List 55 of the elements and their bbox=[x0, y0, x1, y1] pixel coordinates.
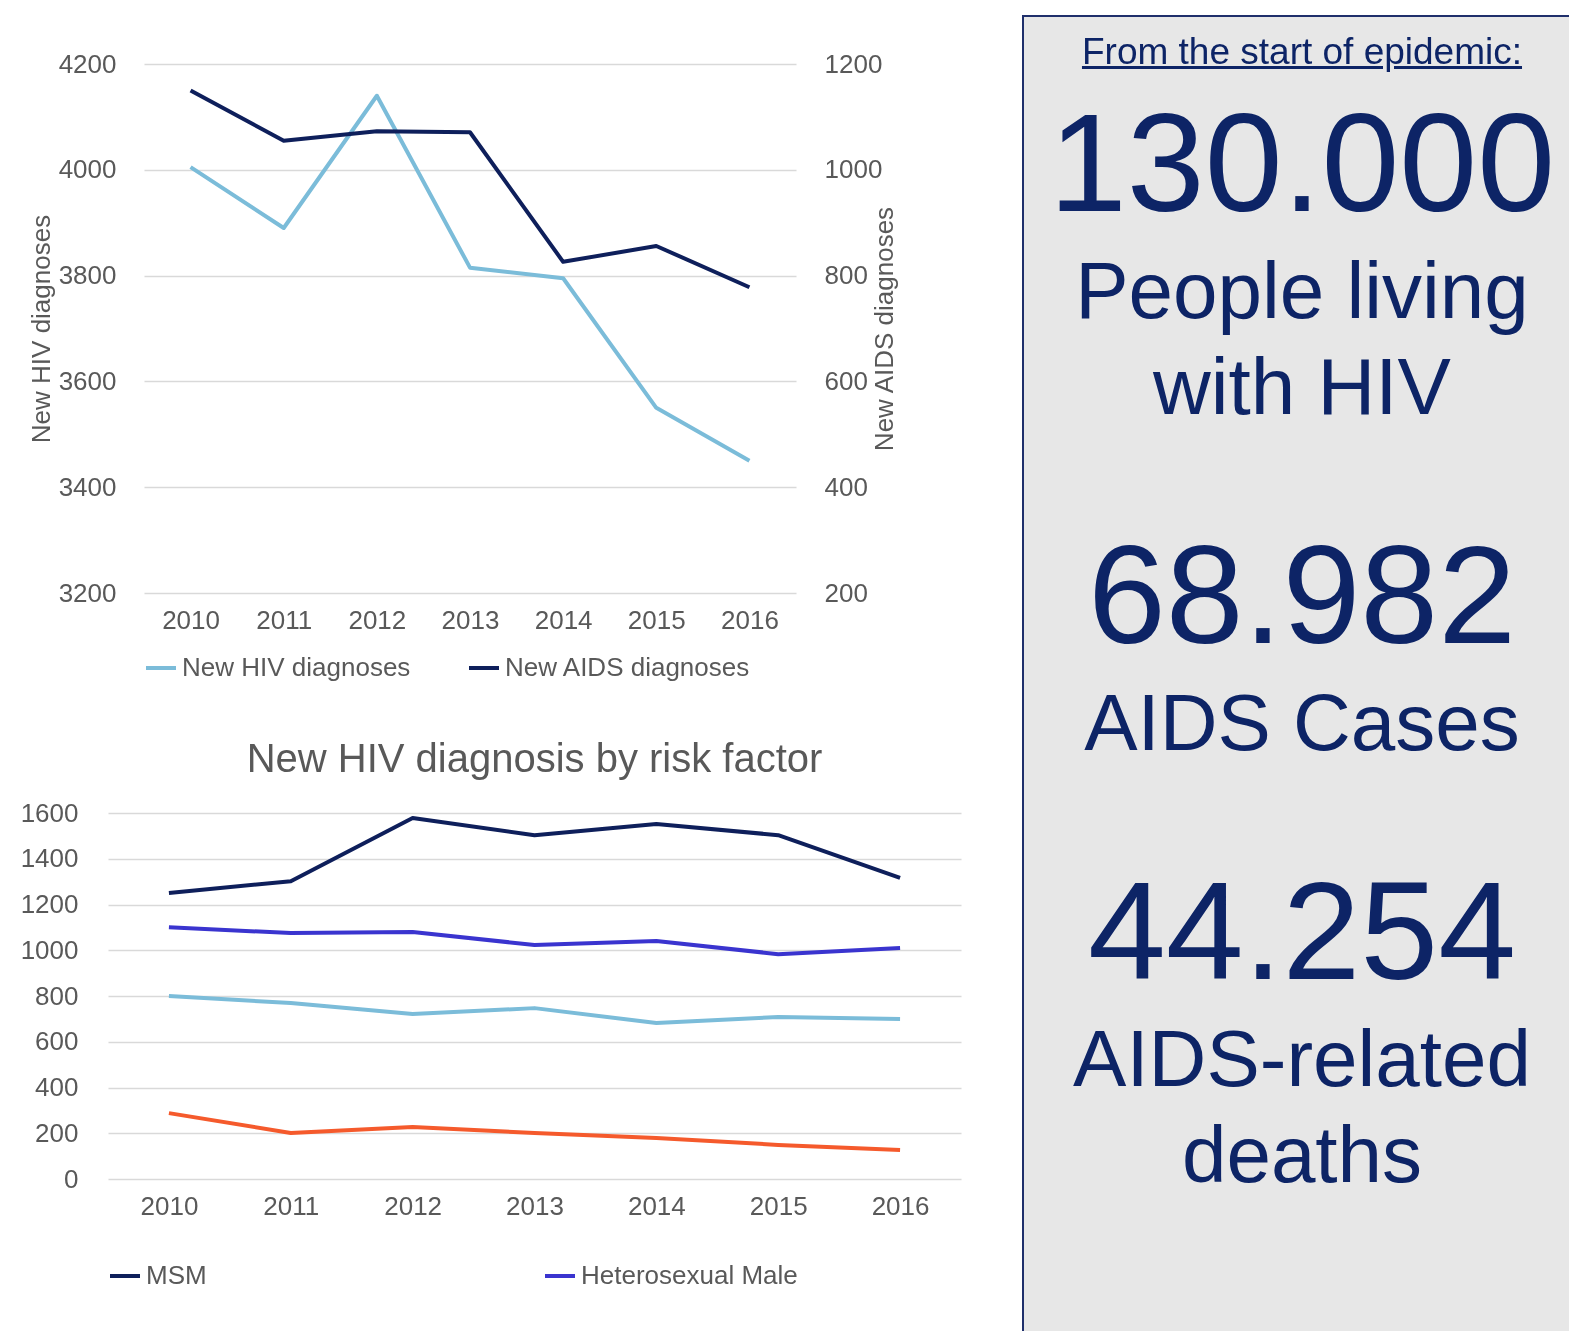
x-tick-label: 2013 bbox=[506, 1190, 564, 1221]
y2-axis-title: New AIDS diagnoses bbox=[869, 206, 900, 452]
y-tick-label: 600 bbox=[35, 1026, 79, 1057]
y2-tick-label: 1000 bbox=[824, 154, 883, 185]
x-tick-label: 2016 bbox=[721, 604, 779, 635]
y2-tick-label: 800 bbox=[824, 260, 868, 291]
legend-label: Heterosexual Male bbox=[581, 1260, 798, 1290]
text: From the start of epidemic: bbox=[1080, 31, 1523, 73]
y-tick-label: 200 bbox=[35, 1117, 79, 1148]
y2-tick-label: 1200 bbox=[824, 48, 883, 79]
y-tick-label: 3200 bbox=[58, 577, 117, 608]
text: 130.000 bbox=[1047, 84, 1557, 241]
text: 44.254 bbox=[1086, 852, 1518, 1009]
y2-tick-label: 600 bbox=[824, 365, 868, 396]
line-series bbox=[188, 88, 752, 290]
legend-label: New AIDS diagnoses bbox=[505, 652, 750, 682]
x-tick-label: 2015 bbox=[627, 604, 686, 635]
y-tick-label: 3600 bbox=[58, 365, 117, 396]
x-tick-label: 2010 bbox=[162, 604, 220, 635]
x-tick-label: 2011 bbox=[263, 1190, 320, 1221]
line-series bbox=[166, 816, 903, 896]
text: People living with HIV bbox=[1074, 245, 1530, 433]
y-tick-label: 800 bbox=[35, 980, 79, 1011]
y-tick-label: 4200 bbox=[58, 48, 117, 79]
chart-title: New HIV diagnosis by risk factor bbox=[246, 736, 823, 780]
line-series bbox=[188, 93, 752, 463]
line-series bbox=[166, 925, 903, 957]
x-tick-label: 2012 bbox=[384, 1190, 443, 1221]
y-tick-label: 4000 bbox=[58, 154, 117, 185]
y-tick-label: 400 bbox=[35, 1072, 79, 1102]
legend-label: New HIV diagnoses bbox=[182, 652, 411, 682]
y-tick-label: 3800 bbox=[58, 260, 117, 291]
y-tick-label: 1400 bbox=[20, 843, 79, 874]
x-tick-label: 2012 bbox=[348, 604, 407, 635]
y2-tick-label: 200 bbox=[824, 577, 868, 608]
y-tick-label: 1000 bbox=[20, 934, 79, 965]
y-tick-label: 3400 bbox=[58, 471, 117, 502]
x-tick-label: 2011 bbox=[256, 604, 313, 635]
y2-tick-label: 400 bbox=[824, 471, 868, 502]
y-tick-label: 1600 bbox=[20, 797, 79, 828]
text: 68.982 bbox=[1086, 516, 1518, 673]
text: AIDS Cases bbox=[1083, 677, 1521, 769]
legend-label: MSM bbox=[146, 1260, 207, 1290]
text: AIDS-related deaths bbox=[1072, 1013, 1532, 1201]
y-tick-label: 1200 bbox=[20, 889, 79, 919]
x-tick-label: 2014 bbox=[627, 1190, 686, 1221]
x-tick-label: 2016 bbox=[871, 1190, 930, 1221]
x-tick-label: 2010 bbox=[140, 1190, 199, 1221]
y-axis-title: New HIV diagnoses bbox=[25, 214, 56, 444]
line-series bbox=[166, 1111, 903, 1152]
x-tick-label: 2013 bbox=[441, 604, 500, 635]
line-series bbox=[166, 994, 903, 1025]
x-tick-label: 2014 bbox=[534, 604, 593, 635]
y-tick-label: 0 bbox=[64, 1163, 79, 1194]
x-tick-label: 2015 bbox=[749, 1190, 808, 1221]
